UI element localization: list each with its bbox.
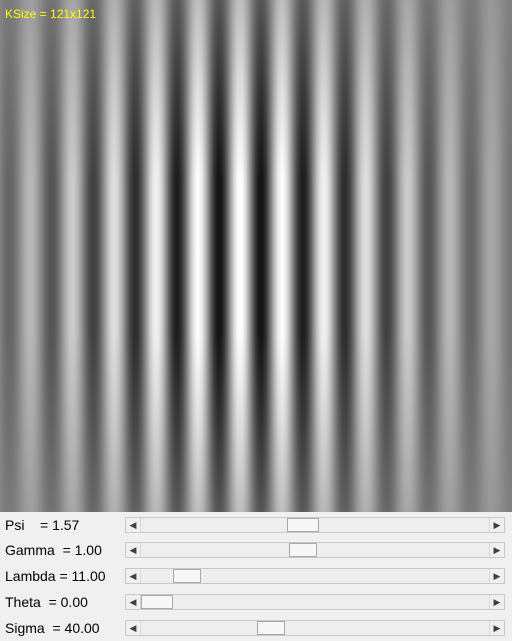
slider-track[interactable] — [141, 518, 489, 532]
scroll-right-arrow-icon[interactable]: ▶ — [489, 518, 504, 532]
lambda-slider[interactable]: ◀ ▶ — [125, 568, 505, 584]
gabor-kernel-image: KSize = 121x121 — [0, 0, 512, 512]
slider-thumb[interactable] — [257, 621, 285, 635]
trackbar-row-sigma: Sigma = 40.00 ◀ ▶ — [0, 615, 512, 640]
trackbar-panel: Psi = 1.57 ◀ ▶ Gamma = 1.00 ◀ ▶ Lambda =… — [0, 512, 512, 641]
trackbar-row-gamma: Gamma = 1.00 ◀ ▶ — [0, 537, 512, 562]
scroll-left-arrow-icon[interactable]: ◀ — [126, 595, 141, 609]
scroll-left-arrow-icon[interactable]: ◀ — [126, 621, 141, 635]
gamma-slider[interactable]: ◀ ▶ — [125, 542, 505, 558]
scroll-left-arrow-icon[interactable]: ◀ — [126, 518, 141, 532]
slider-thumb[interactable] — [289, 543, 317, 557]
sigma-slider[interactable]: ◀ ▶ — [125, 620, 505, 636]
psi-label: Psi = 1.57 — [5, 517, 80, 533]
scroll-left-arrow-icon[interactable]: ◀ — [126, 543, 141, 557]
scroll-right-arrow-icon[interactable]: ▶ — [489, 621, 504, 635]
gabor-pattern — [0, 0, 512, 512]
psi-slider[interactable]: ◀ ▶ — [125, 517, 505, 533]
slider-track[interactable] — [141, 569, 489, 583]
scroll-right-arrow-icon[interactable]: ▶ — [489, 543, 504, 557]
slider-track[interactable] — [141, 543, 489, 557]
scroll-left-arrow-icon[interactable]: ◀ — [126, 569, 141, 583]
scroll-right-arrow-icon[interactable]: ▶ — [489, 569, 504, 583]
trackbar-row-theta: Theta = 0.00 ◀ ▶ — [0, 589, 512, 614]
ksize-label: KSize = 121x121 — [5, 7, 97, 21]
slider-track[interactable] — [141, 595, 489, 609]
lambda-label: Lambda = 11.00 — [5, 568, 106, 584]
slider-track[interactable] — [141, 621, 489, 635]
slider-thumb[interactable] — [173, 569, 201, 583]
slider-thumb[interactable] — [141, 595, 173, 609]
trackbar-row-psi: Psi = 1.57 ◀ ▶ — [0, 512, 512, 537]
trackbar-row-lambda: Lambda = 11.00 ◀ ▶ — [0, 563, 512, 588]
scroll-right-arrow-icon[interactable]: ▶ — [489, 595, 504, 609]
theta-label: Theta = 0.00 — [5, 594, 88, 610]
gamma-label: Gamma = 1.00 — [5, 542, 102, 558]
theta-slider[interactable]: ◀ ▶ — [125, 594, 505, 610]
slider-thumb[interactable] — [287, 518, 319, 532]
sigma-label: Sigma = 40.00 — [5, 620, 100, 636]
